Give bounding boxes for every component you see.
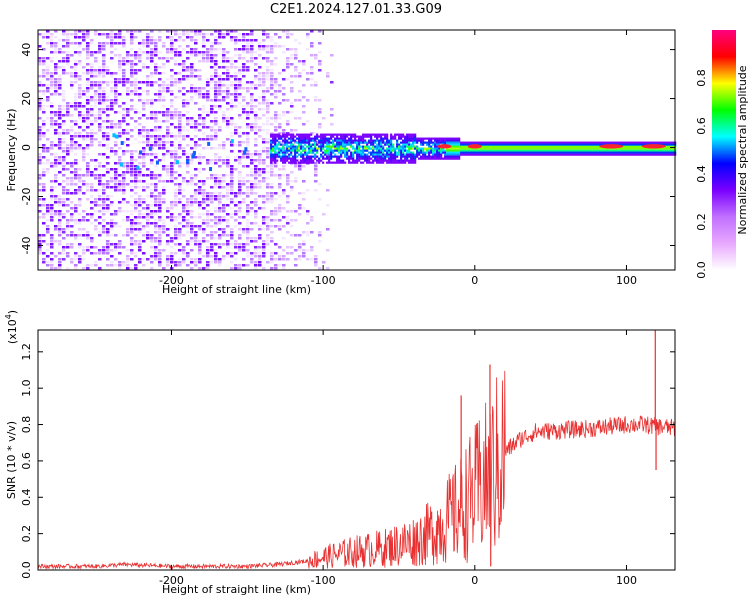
colorbar-tick-label-0: 0.0: [695, 261, 708, 279]
colorbar-tick-label-3: 0.6: [695, 117, 708, 135]
colorbar-tick-label-1: 0.2: [695, 213, 708, 231]
top-x-tick-label-3: 100: [616, 274, 637, 287]
top-x-tick-label-2: 0: [471, 274, 478, 287]
snr-frame: [37, 329, 676, 571]
top-y-axis-label: Frequency (Hz): [5, 109, 18, 192]
colorbar: 0.0 0.2 0.4 0.6 0.8 Normalized spectral ampli…: [695, 30, 749, 279]
snr-background: [38, 330, 675, 570]
bottom-x-tick-label-2: 0: [471, 574, 478, 587]
top-y-tick-label-0: -40: [20, 237, 33, 255]
y-multiplier-text: (x104): [4, 310, 19, 344]
top-x-tick-label-0: -200: [159, 274, 184, 287]
page-title: C2E1.2024.127.01.33.G09: [269, 2, 443, 17]
bottom-y-tick-label-3: 0.6: [20, 452, 33, 470]
bottom-x-axis-label: Height of straight line (km): [162, 583, 311, 596]
top-y-tick-label-1: -20: [20, 188, 33, 206]
bottom-y-tick-label-1: 0.2: [20, 525, 33, 543]
snr-series-line: [37, 370, 676, 571]
top-y-tick-label-4: 40: [20, 43, 33, 57]
spectrogram-cells: [38, 30, 677, 270]
bottom-x-tick-label-0: -200: [159, 574, 184, 587]
bottom-y-tick-label-6: 1.2: [20, 343, 33, 361]
top-x-axis-label: Height of straight line (km): [162, 283, 311, 296]
bottom-x-tick-label-1: -100: [311, 574, 336, 587]
bottom-y-tick-label-2: 0.4: [20, 489, 33, 507]
bottom-y-axis-label: SNR (10 * v/v): [5, 421, 18, 499]
bottom-y-multiplier: (x104): [4, 310, 19, 344]
bottom-x-tick-label-3: 100: [616, 574, 637, 587]
top-y-tick-label-3: 20: [20, 92, 33, 106]
bottom-y-tick-label-5: 1.0: [20, 379, 33, 397]
colorbar-tick-label-4: 0.8: [695, 69, 708, 87]
colorbar-gradient: [712, 30, 736, 270]
top-y-tick-label-2: 0: [20, 144, 33, 151]
bottom-y-tick-label-4: 0.8: [20, 416, 33, 434]
top-x-tick-label-1: -100: [311, 274, 336, 287]
hotspot-1: [467, 144, 482, 149]
bottom-y-tick-label-0: 0.0: [20, 561, 33, 579]
hotspot-0: [437, 144, 452, 149]
spectrogram-frame: [37, 29, 676, 271]
hotspot-3: [641, 144, 666, 149]
colorbar-label: Normalized spectral amplitude: [736, 65, 749, 234]
hotspot-2: [599, 144, 624, 149]
snr-plot: -200 -100 0 100 0.0 0.2 0.4 0.6 0.8 1.0 1.2 Height …: [4, 310, 676, 596]
colorbar-tick-label-2: 0.4: [695, 165, 708, 183]
